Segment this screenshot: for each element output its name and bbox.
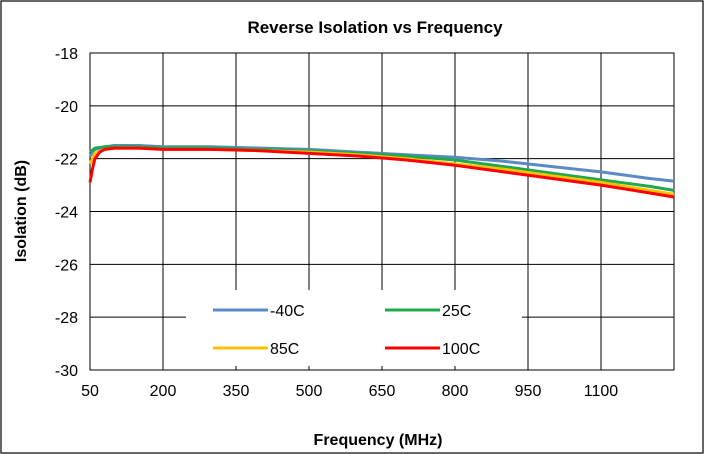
x-tick-label: 350 <box>223 383 250 400</box>
x-tick-label: 1100 <box>584 383 619 400</box>
legend-label: 100C <box>442 341 480 358</box>
y-tick-label: -28 <box>55 310 78 327</box>
x-tick-label: 50 <box>81 383 99 400</box>
x-tick-label: 500 <box>296 383 323 400</box>
x-axis-title: Frequency (MHz) <box>314 432 443 449</box>
y-tick-label: -20 <box>55 99 78 116</box>
series-line-100c <box>88 146 675 199</box>
x-tick-label: 650 <box>369 383 396 400</box>
y-tick-labels: -30 -28 -26 -24 -22 -20 -18 <box>55 46 78 380</box>
legend-label: 85C <box>270 341 299 358</box>
x-tick-label: 200 <box>150 383 177 400</box>
x-tick-labels: 50 200 350 500 650 800 950 1100 <box>81 383 618 400</box>
y-tick-label: -30 <box>55 363 78 380</box>
y-tick-label: -24 <box>55 205 78 222</box>
y-tick-label: -18 <box>55 46 78 63</box>
y-tick-label: -26 <box>55 257 78 274</box>
legend-label: 25C <box>442 303 471 320</box>
x-tick-label: 800 <box>442 383 469 400</box>
legend-box <box>186 290 522 366</box>
y-axis-title: Isolation (dB) <box>13 160 30 262</box>
y-tick-label: -22 <box>55 152 78 169</box>
legend: -40C 25C 85C 100C <box>186 290 522 366</box>
x-tick-label: 950 <box>515 383 542 400</box>
chart-title: Reverse Isolation vs Frequency <box>247 18 503 37</box>
plot-area-frame <box>89 52 675 371</box>
legend-label: -40C <box>270 303 305 320</box>
series-lines <box>88 144 675 199</box>
